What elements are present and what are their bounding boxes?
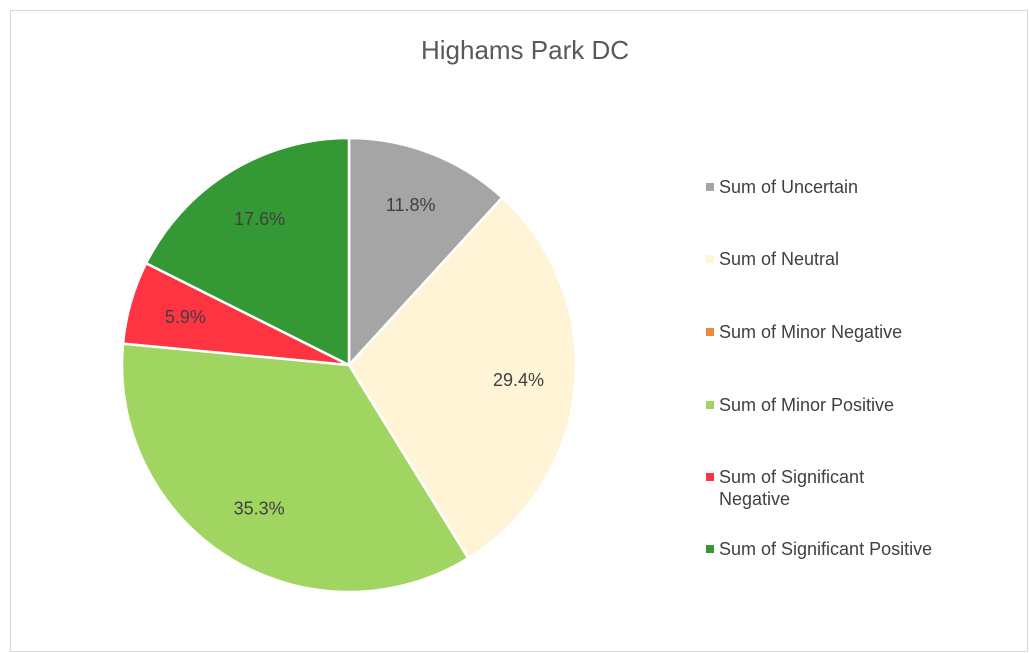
pie-slice <box>120 342 470 594</box>
legend-swatch <box>706 183 714 191</box>
legend-label: Sum of Significant Negative <box>719 467 865 509</box>
legend-item: Sum of Neutral <box>706 248 1019 270</box>
chart-title: Highams Park DC <box>421 35 629 65</box>
legend-label: Sum of Significant Positive <box>719 539 933 559</box>
data-label: 11.8% <box>386 195 436 215</box>
legend-label: Sum of Minor Negative <box>719 322 903 342</box>
legend-label: Sum of Neutral <box>719 249 840 269</box>
pie-slice <box>347 195 578 560</box>
legend-swatch <box>706 473 714 481</box>
data-label: 5.9% <box>165 307 206 327</box>
legend-swatch <box>706 401 714 409</box>
legend-swatch <box>706 328 714 336</box>
legend-item: Sum of Significant Negative <box>706 466 939 510</box>
data-label: 35.3% <box>234 498 285 518</box>
legend-item: Sum of Minor Negative <box>706 321 1019 343</box>
legend-label: Sum of Uncertain <box>719 177 859 197</box>
legend-swatch <box>706 545 714 553</box>
legend-item: Sum of Minor Positive <box>706 394 1019 416</box>
data-label: 17.6% <box>234 209 285 229</box>
pie-slice <box>347 136 505 369</box>
legend-item: Sum of Uncertain <box>706 176 1019 198</box>
pie-slice <box>144 136 351 368</box>
data-label: 29.4% <box>493 370 544 390</box>
legend-label: Sum of Minor Positive <box>719 395 895 415</box>
legend-item: Sum of Significant Positive <box>706 538 1019 560</box>
legend-swatch <box>706 255 714 263</box>
